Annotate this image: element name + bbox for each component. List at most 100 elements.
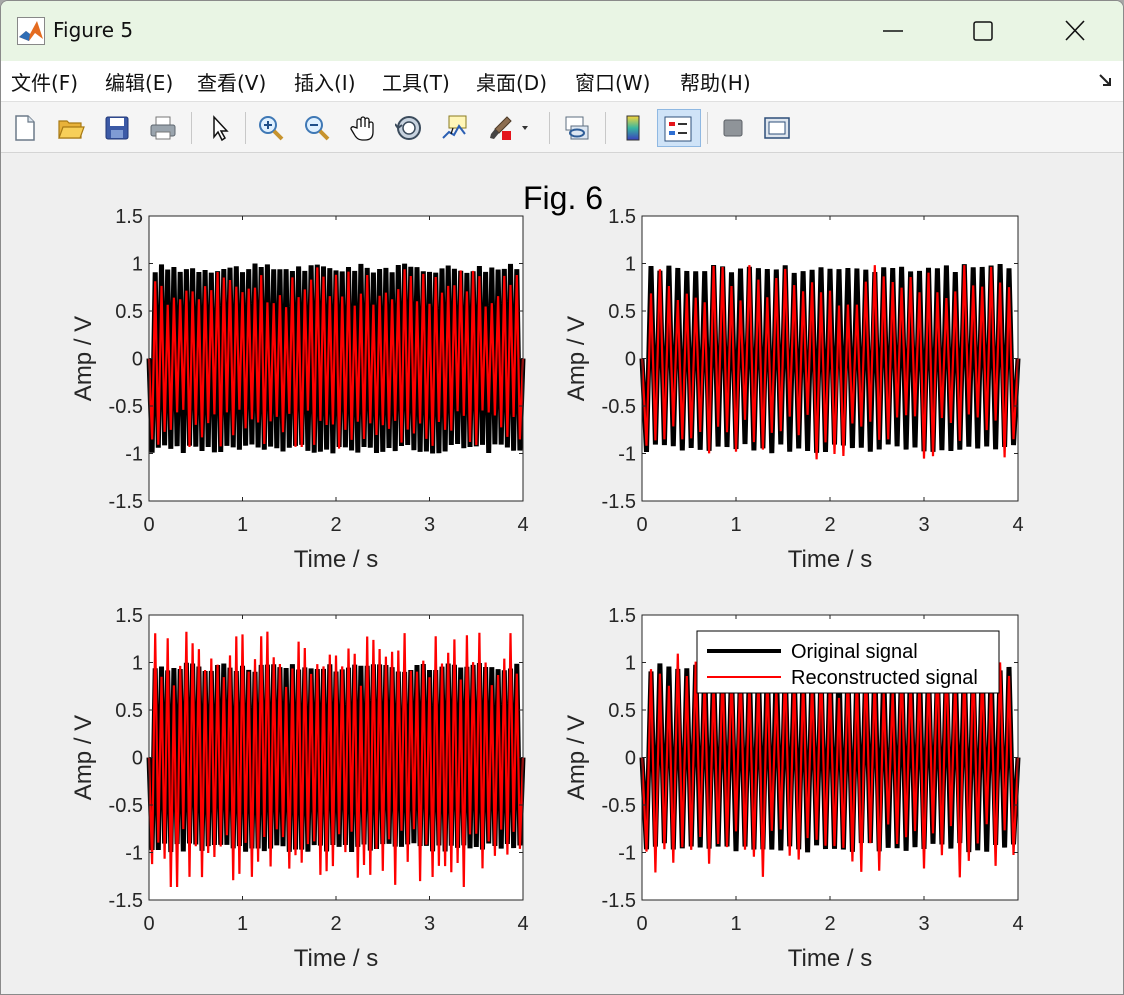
x-tick-label: 4: [1012, 913, 1023, 935]
x-tick-label: 0: [143, 514, 154, 536]
colorbar-icon: [626, 115, 640, 141]
y-tick-label: -1.5: [602, 491, 636, 513]
open-file-button[interactable]: [53, 109, 89, 147]
x-tick-label: 1: [237, 514, 248, 536]
y-tick-label: -1: [125, 843, 143, 865]
x-tick-label: 2: [330, 913, 341, 935]
open-file-icon: [58, 120, 85, 139]
rotate-3d-icon: [395, 116, 421, 140]
x-tick-label: 2: [824, 913, 835, 935]
menu-desktop[interactable]: 桌面(D): [476, 71, 548, 95]
menu-bar: 文件(F) 编辑(E) 查看(V) 插入(I) 工具(T) 桌面(D) 窗口(W…: [1, 61, 1123, 101]
y-tick-label: -0.5: [109, 396, 143, 418]
y-tick-label: 0: [625, 748, 636, 770]
legend-button[interactable]: [657, 109, 701, 147]
menu-insert[interactable]: 插入(I): [294, 71, 356, 95]
zoom-out-icon: [305, 116, 330, 141]
brush-button[interactable]: [483, 109, 533, 147]
x-tick-label: 1: [730, 514, 741, 536]
y-axis-label: Amp / V: [70, 316, 97, 401]
link-plot-button[interactable]: [559, 109, 595, 147]
x-tick-label: 3: [918, 913, 929, 935]
y-tick-label: 0: [625, 349, 636, 371]
hide-plot-tools-icon: [723, 119, 743, 137]
x-axis-label: Time / s: [788, 945, 872, 972]
subplot-top-left[interactable]: 0 1 2 3 4 -1.5 -1 -0.5 0 0.5 1 1.5 Time / s Amp / V: [70, 206, 529, 573]
x-axis-label: Time / s: [294, 546, 378, 573]
subplot-top-right[interactable]: 0 1 2 3 4 -1.5 -1 -0.5 0 0.5 1 1.5 Time / s Amp / V: [563, 206, 1024, 573]
show-plot-tools-button[interactable]: [759, 109, 795, 147]
close-button[interactable]: [1055, 13, 1095, 49]
legend-box[interactable]: Original signal Reconstructed signal: [696, 630, 1000, 694]
x-tick-label: 2: [824, 514, 835, 536]
x-tick-label: 3: [424, 514, 435, 536]
x-tick-label: 0: [636, 913, 647, 935]
series-line-reconstructed: [640, 265, 1020, 460]
x-tick-label: 3: [918, 514, 929, 536]
y-tick-label: -0.5: [602, 396, 636, 418]
link-plot-icon: [565, 116, 589, 140]
zoom-in-icon: [259, 116, 284, 141]
y-tick-label: -1.5: [602, 890, 636, 912]
figure-canvas[interactable]: Fig. 6 0 1 2 3 4 -1.5 -1 -0.5 0 0.5 1 1.5 Time / s Am…: [3, 154, 1121, 994]
y-tick-label: 1: [625, 653, 636, 675]
series-line-reconstructed: [147, 267, 525, 449]
y-tick-label: 0: [132, 748, 143, 770]
subplot-bottom-left[interactable]: 0 1 2 3 4 -1.5 -1 -0.5 0 0.5 1 1.5 Time / s Amp / V: [70, 605, 529, 972]
matlab-logo-icon: [17, 17, 45, 45]
x-axis-label: Time / s: [788, 546, 872, 573]
figure-title: Fig. 6: [523, 180, 603, 216]
minimize-button[interactable]: [873, 13, 913, 49]
menu-edit[interactable]: 编辑(E): [105, 71, 174, 95]
new-figure-icon: [15, 115, 35, 141]
x-tick-label: 3: [424, 913, 435, 935]
toolbar-separator: [549, 112, 550, 144]
y-axis-label: Amp / V: [563, 316, 590, 401]
menu-help[interactable]: 帮助(H): [680, 71, 751, 95]
y-tick-label: 0.5: [608, 700, 636, 722]
title-bar[interactable]: Figure 5: [1, 1, 1123, 61]
y-tick-label: 1.5: [608, 206, 636, 228]
y-axis-label: Amp / V: [563, 715, 590, 800]
data-cursor-button[interactable]: [437, 109, 473, 147]
x-axis-label: Time / s: [294, 945, 378, 972]
figure-plot[interactable]: Fig. 6 0 1 2 3 4 -1.5 -1 -0.5 0 0.5 1 1.5 Time / s Am…: [3, 154, 1121, 994]
y-tick-label: -0.5: [109, 795, 143, 817]
y-tick-label: 0.5: [115, 301, 143, 323]
legend-label-original: Original signal: [791, 641, 918, 663]
y-tick-label: 0.5: [115, 700, 143, 722]
toolbar: [1, 101, 1123, 153]
maximize-button[interactable]: [963, 13, 1003, 49]
y-tick-label: 1.5: [115, 206, 143, 228]
menu-window[interactable]: 窗口(W): [575, 71, 651, 95]
zoom-in-button[interactable]: [253, 109, 289, 147]
close-icon: [1065, 20, 1085, 41]
pointer-button[interactable]: [201, 109, 237, 147]
y-tick-label: 0: [132, 349, 143, 371]
x-tick-label: 1: [730, 913, 741, 935]
menu-view[interactable]: 查看(V): [197, 71, 267, 95]
dock-figure-icon[interactable]: [1097, 71, 1115, 89]
new-figure-button[interactable]: [7, 109, 43, 147]
print-button[interactable]: [145, 109, 181, 147]
x-tick-label: 4: [517, 514, 528, 536]
legend-icon: [664, 116, 692, 142]
data-cursor-icon: [442, 115, 467, 139]
y-tick-label: -1.5: [109, 890, 143, 912]
zoom-out-button[interactable]: [299, 109, 335, 147]
save-button[interactable]: [99, 109, 135, 147]
maximize-icon: [973, 21, 993, 41]
y-tick-label: -0.5: [602, 795, 636, 817]
pan-icon: [350, 116, 374, 141]
menu-file[interactable]: 文件(F): [11, 71, 79, 95]
x-tick-label: 4: [517, 913, 528, 935]
rotate-3d-button[interactable]: [391, 109, 427, 147]
menu-tools[interactable]: 工具(T): [382, 71, 450, 95]
axes-group: 0 1 2 3 4 -1.5 -1 -0.5 0 0.5 1 1.5 Time / s Amp / V 0 1…: [70, 206, 1024, 972]
y-tick-label: 0.5: [608, 301, 636, 323]
hide-plot-tools-button[interactable]: [715, 109, 751, 147]
colorbar-button[interactable]: [615, 109, 651, 147]
pan-button[interactable]: [345, 109, 381, 147]
y-tick-label: 1.5: [115, 605, 143, 627]
